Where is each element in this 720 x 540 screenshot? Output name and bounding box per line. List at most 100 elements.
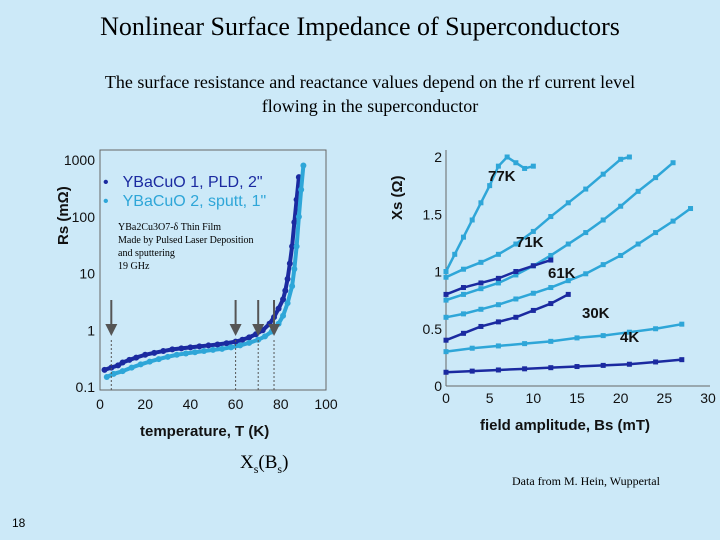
rs-data-point bbox=[164, 353, 171, 360]
xs-data-point bbox=[530, 307, 536, 313]
xs-data-point bbox=[495, 319, 501, 325]
xs-data-point bbox=[600, 171, 606, 177]
xs-data-point bbox=[443, 297, 449, 303]
rs-data-point bbox=[169, 346, 176, 353]
xs-data-point bbox=[495, 251, 501, 257]
xs-data-point bbox=[495, 280, 501, 286]
rs-data-point bbox=[289, 243, 296, 250]
xs-data-point bbox=[513, 241, 519, 247]
xs-data-point bbox=[679, 321, 685, 327]
xs-y-tick-label: 0.5 bbox=[423, 321, 443, 337]
rs-data-point bbox=[280, 312, 287, 319]
xs-data-point bbox=[495, 367, 501, 373]
xs-data-point bbox=[522, 165, 528, 171]
rs-data-point bbox=[284, 275, 291, 282]
xs-data-point bbox=[635, 188, 641, 194]
rs-ylabel: Rs (mΩ) bbox=[55, 186, 72, 245]
xs-data-point bbox=[443, 349, 449, 355]
rs-data-point bbox=[101, 366, 108, 373]
xs-data-point bbox=[522, 366, 528, 372]
xs-data-point bbox=[513, 160, 519, 166]
xs-data-point bbox=[487, 183, 493, 189]
data-credit: Data from M. Hein, Wuppertal bbox=[512, 474, 660, 488]
xs-data-point bbox=[478, 323, 484, 329]
rs-arrow-head bbox=[252, 324, 265, 336]
rs-data-point bbox=[284, 300, 291, 307]
rs-data-point bbox=[182, 350, 189, 357]
xs-data-point bbox=[679, 357, 685, 363]
xs-data-point bbox=[670, 218, 676, 224]
rs-arrow-head bbox=[268, 324, 281, 336]
xs-data-point bbox=[522, 341, 528, 347]
xs-data-point bbox=[478, 259, 484, 265]
rs-data-point bbox=[178, 345, 185, 352]
rs-data-point bbox=[137, 361, 144, 368]
legend-item-1: • YBaCuO 1, PLD, 2" bbox=[103, 174, 263, 191]
xs-curve-label-71K: 71K bbox=[516, 234, 544, 251]
rs-plot-frame bbox=[99, 149, 327, 391]
xs-x-tick-label: 20 bbox=[613, 390, 629, 406]
xs-data-point bbox=[530, 290, 536, 296]
xs-data-point bbox=[452, 251, 458, 257]
rs-data-point bbox=[291, 266, 298, 273]
rs-data-point bbox=[300, 162, 307, 169]
xs-data-point bbox=[626, 361, 632, 367]
slide-title: Nonlinear Surface Impedance of Supercond… bbox=[100, 12, 620, 41]
xs-x-tick-label: 0 bbox=[442, 390, 450, 406]
rs-data-point bbox=[219, 345, 226, 352]
rs-data-point bbox=[119, 368, 126, 375]
xs-data-point bbox=[443, 314, 449, 320]
xs-curve-label-4K: 4K bbox=[620, 329, 639, 346]
xs-data-point bbox=[469, 217, 475, 223]
xs-data-point bbox=[513, 272, 519, 278]
xs-data-point bbox=[548, 301, 554, 307]
xs-data-point bbox=[478, 200, 484, 206]
xs-data-point bbox=[565, 241, 571, 247]
xs-data-point bbox=[443, 269, 449, 274]
xs-data-point bbox=[583, 186, 589, 192]
xs-data-point bbox=[495, 343, 501, 349]
rs-data-point bbox=[293, 196, 300, 203]
rs-data-point bbox=[280, 296, 287, 303]
xs-data-point bbox=[635, 241, 641, 247]
rs-data-point bbox=[173, 351, 180, 358]
rs-data-point bbox=[187, 344, 194, 351]
rs-x-tick-label: 40 bbox=[183, 396, 199, 412]
xs-data-point bbox=[653, 326, 659, 332]
rs-data-point bbox=[196, 343, 203, 350]
rs-data-point bbox=[261, 333, 268, 340]
rs-x-tick-label: 60 bbox=[228, 396, 244, 412]
xs-data-point bbox=[478, 280, 484, 286]
xs-data-point bbox=[548, 338, 554, 344]
rs-data-point bbox=[200, 348, 207, 355]
rs-data-point bbox=[133, 354, 140, 361]
xs-series-line bbox=[445, 358, 682, 374]
xs-data-point bbox=[469, 345, 475, 351]
rs-data-point bbox=[228, 344, 235, 351]
xs-data-point bbox=[565, 200, 571, 206]
rs-xlabel: temperature, T (K) bbox=[140, 423, 269, 440]
rs-y-tick-label: 1000 bbox=[64, 152, 95, 168]
xs-data-point bbox=[513, 296, 519, 302]
xs-data-point bbox=[460, 234, 466, 240]
note-line-1: YBa2Cu3O7-δ Thin Film bbox=[118, 222, 221, 233]
rs-data-point bbox=[110, 370, 117, 377]
rs-data-point bbox=[128, 364, 135, 371]
xs-data-point bbox=[600, 217, 606, 223]
xs-curve-label-77K: 77K bbox=[488, 168, 516, 185]
xs-y-tick-label: 0 bbox=[434, 378, 442, 394]
xs-data-point bbox=[653, 175, 659, 181]
rs-data-point bbox=[282, 287, 289, 294]
xs-data-point bbox=[495, 163, 501, 169]
xs-data-point bbox=[600, 333, 606, 339]
rs-data-point bbox=[126, 356, 133, 363]
xs-y-tick-label: 1 bbox=[434, 264, 442, 280]
rs-data-point bbox=[151, 349, 158, 356]
rs-y-tick-label: 0.1 bbox=[76, 379, 96, 395]
xs-xlabel: field amplitude, Bs (mT) bbox=[480, 417, 650, 434]
rs-data-point bbox=[293, 243, 300, 250]
xs-data-point bbox=[495, 275, 501, 281]
rs-data-point bbox=[155, 356, 162, 363]
